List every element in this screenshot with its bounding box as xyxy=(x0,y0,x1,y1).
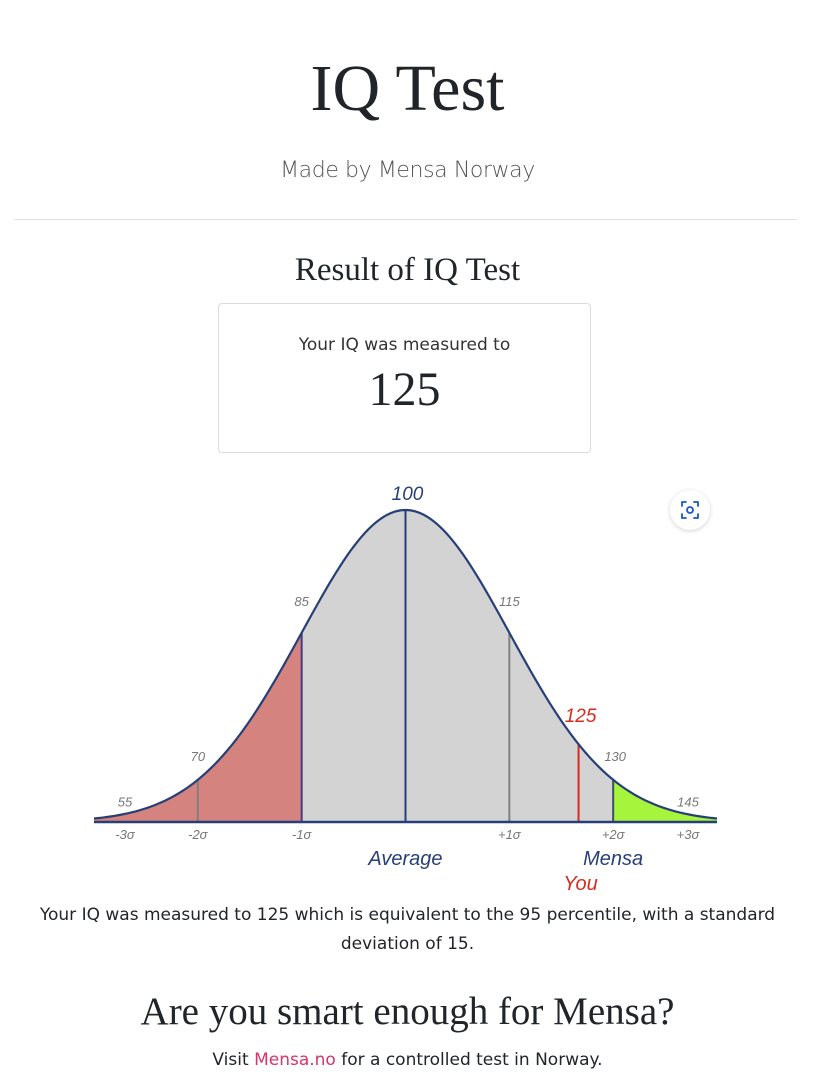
value-label-115: 115 xyxy=(499,594,520,609)
result-summary: Your IQ was measured to 125 which is equ… xyxy=(39,905,776,954)
sigma-tick-label: +2σ xyxy=(602,827,626,842)
iq-score: 125 xyxy=(368,363,441,416)
sigma-tick-label: -1σ xyxy=(292,827,313,842)
result-card: Your IQ was measured to 125 xyxy=(218,303,591,453)
value-label-130: 130 xyxy=(604,749,626,764)
sigma-tick-label: -3σ xyxy=(115,827,136,842)
value-label-100: 100 xyxy=(392,484,424,505)
below-average-area xyxy=(94,632,302,822)
bell-curve xyxy=(93,508,718,820)
result-heading: Result of IQ Test xyxy=(294,252,521,288)
focus-zoom-icon xyxy=(681,501,699,519)
iq-distribution-chart: 55 70 85 100 115 130 145 125 -3σ -2σ -1σ +1σ +2σ +3σ A… xyxy=(93,484,718,895)
sigma-tick-label: -2σ xyxy=(188,827,209,842)
mensa-label: Mensa xyxy=(583,848,643,870)
cta-suffix: for a controlled test in Norway. xyxy=(335,1050,603,1070)
value-label-70: 70 xyxy=(191,749,206,764)
sigma-tick-label: +3σ xyxy=(677,827,701,842)
main-area xyxy=(301,510,614,822)
result-label: Your IQ was measured to xyxy=(298,335,511,355)
divider xyxy=(14,219,797,220)
page-title: IQ Test xyxy=(310,52,505,125)
mensa-area xyxy=(613,779,717,822)
value-label-85: 85 xyxy=(294,594,309,609)
cta-text: Visit Mensa.no for a controlled test in … xyxy=(0,1050,815,1070)
you-value-label: 125 xyxy=(565,706,597,727)
value-label-145: 145 xyxy=(677,795,699,810)
page-subtitle: Made by Mensa Norway xyxy=(280,158,535,183)
you-label: You xyxy=(563,873,597,895)
mensa-link[interactable]: Mensa.no xyxy=(254,1050,336,1070)
cta-prefix: Visit xyxy=(212,1050,255,1070)
zoom-button[interactable] xyxy=(670,490,710,530)
value-label-55: 55 xyxy=(118,795,133,810)
cta-heading: Are you smart enough for Mensa? xyxy=(140,990,675,1033)
average-label: Average xyxy=(367,848,442,870)
sigma-tick-label: +1σ xyxy=(498,827,522,842)
